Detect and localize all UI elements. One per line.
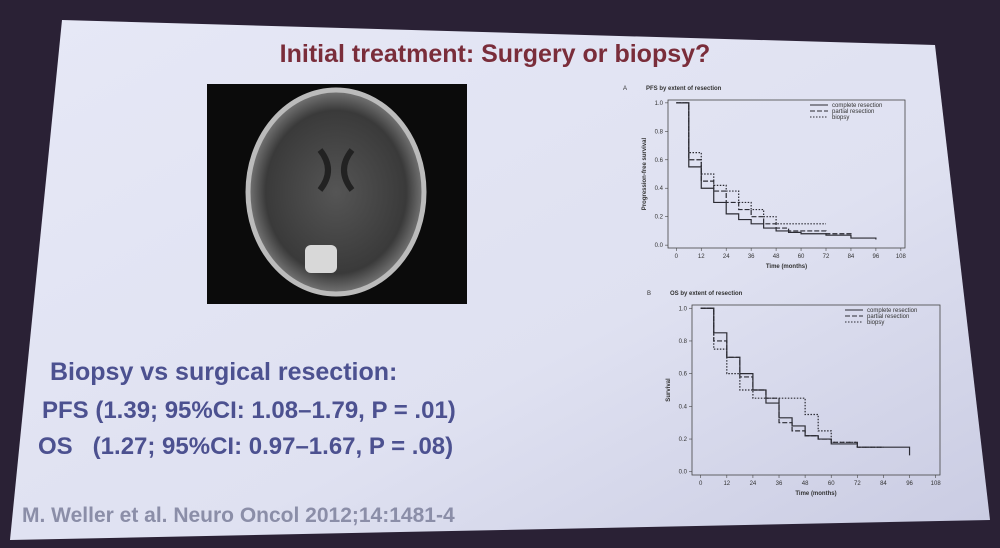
x-axis-label: Time (months)	[795, 491, 836, 497]
slide-title: Initial treatment: Surgery or biopsy?	[280, 40, 711, 68]
y-tick-label: 0.6	[655, 158, 664, 164]
y-axis-label: Progression-free survival	[642, 137, 648, 210]
x-tick-label: 0	[699, 481, 703, 487]
panel-label: A	[623, 86, 627, 92]
mri-ventricles	[317, 148, 355, 192]
legend-label: complete resection	[832, 103, 882, 109]
y-tick-label: 0.2	[679, 437, 688, 443]
y-tick-label: 0.4	[655, 186, 664, 192]
y-tick-label: 0.0	[679, 470, 688, 476]
y-axis-label: Survival	[666, 378, 672, 402]
legend-label: complete resection	[867, 308, 917, 314]
plot-frame	[691, 304, 941, 476]
x-tick-label: 72	[854, 481, 861, 487]
results-line: OS (1.27; 95%CI: 0.97–1.67, P = .08)	[38, 433, 453, 460]
survival-curve	[676, 102, 826, 225]
x-tick-label: 12	[723, 481, 730, 487]
x-tick-label: 48	[773, 254, 780, 260]
y-tick-label: 1.0	[655, 101, 664, 107]
y-tick-label: 0.2	[655, 215, 664, 221]
survival-curve	[700, 307, 884, 448]
x-tick-label: 84	[848, 254, 855, 260]
survival-curve	[676, 102, 852, 237]
y-tick-label: 0.8	[679, 339, 688, 345]
results-line: PFS (1.39; 95%CI: 1.08–1.79, P = .01)	[42, 397, 456, 424]
slide	[10, 20, 990, 540]
x-tick-label: 72	[823, 254, 830, 260]
x-tick-label: 0	[675, 254, 679, 260]
panel-label: B	[647, 291, 651, 297]
x-tick-label: 96	[873, 254, 880, 260]
y-tick-label: 1.0	[679, 306, 688, 312]
x-tick-label: 48	[802, 481, 809, 487]
x-tick-label: 96	[906, 481, 913, 487]
mri-lesion	[305, 245, 337, 273]
x-tick-label: 12	[698, 254, 705, 260]
x-tick-label: 36	[748, 254, 755, 260]
citation: M. Weller et al. Neuro Oncol 2012;14:148…	[22, 504, 455, 527]
x-tick-label: 24	[723, 254, 730, 260]
plot-frame	[667, 99, 906, 249]
chart-title: PFS by extent of resection	[646, 86, 722, 92]
x-tick-label: 24	[750, 481, 757, 487]
x-axis-label: Time (months)	[766, 264, 807, 270]
x-tick-label: 84	[880, 481, 887, 487]
chart-title: OS by extent of resection	[670, 291, 743, 297]
y-tick-label: 0.8	[655, 129, 664, 135]
x-tick-label: 108	[896, 254, 907, 260]
legend-label: biopsy	[832, 115, 849, 121]
y-tick-label: 0.6	[679, 372, 688, 378]
legend-label: biopsy	[867, 320, 884, 326]
legend-label: partial resection	[832, 109, 874, 115]
x-tick-label: 60	[798, 254, 805, 260]
y-tick-label: 0.0	[655, 243, 664, 249]
y-tick-label: 0.4	[679, 404, 688, 410]
survival-curve	[676, 102, 877, 240]
x-tick-label: 36	[776, 481, 783, 487]
x-tick-label: 108	[931, 481, 942, 487]
legend-label: partial resection	[867, 314, 909, 320]
x-tick-label: 60	[828, 481, 835, 487]
mri-skull	[245, 87, 427, 297]
results-heading: Biopsy vs surgical resection:	[50, 358, 397, 386]
